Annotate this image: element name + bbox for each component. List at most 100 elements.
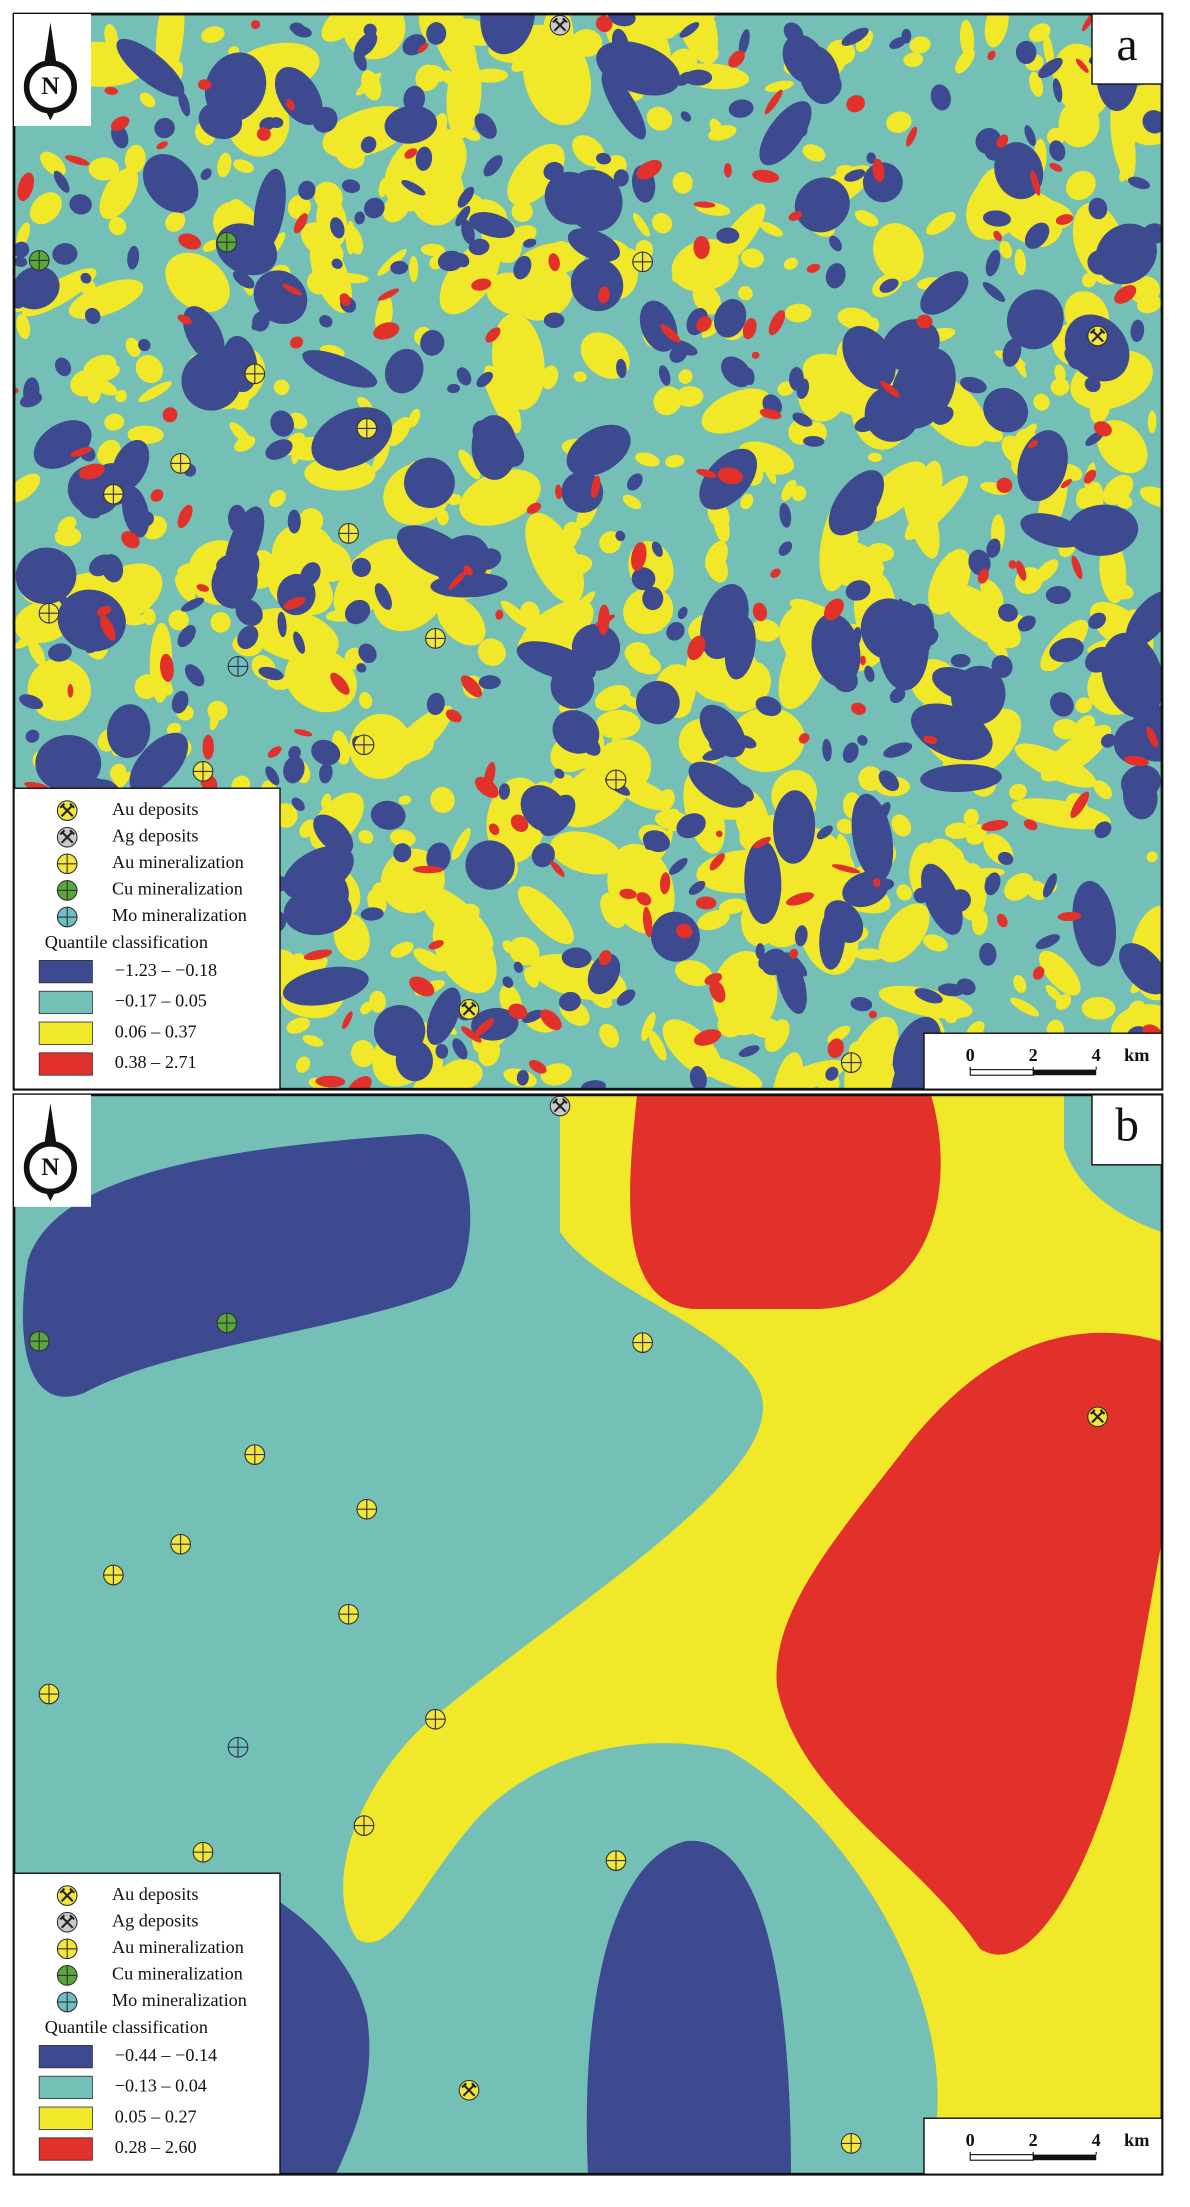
zone-patch [369, 990, 386, 1013]
zone-patch [478, 675, 501, 690]
zone-patch [811, 613, 861, 687]
zone-patch [525, 512, 584, 604]
zone-patch [979, 942, 997, 966]
scale-bar-white [969, 2154, 1034, 2161]
zone-polygon [630, 1094, 941, 1310]
zone-patch [960, 376, 987, 394]
zone-patch [798, 733, 810, 744]
zone-patch [296, 1056, 311, 1073]
zone-patch [182, 306, 225, 363]
zone-patch [377, 249, 407, 276]
zone-patch [704, 973, 723, 985]
zone-patch [965, 824, 987, 845]
zone-patch [794, 925, 808, 947]
symbol-hammers [59, 829, 75, 844]
zone-patch [364, 197, 385, 219]
zone-patch [676, 923, 693, 939]
zone-patch [642, 830, 670, 853]
symbol [356, 418, 378, 439]
zone-patch [461, 219, 475, 245]
zone-patch [155, 14, 185, 83]
symbol [56, 826, 78, 848]
zone-patch [287, 509, 301, 534]
zone-patch [484, 365, 522, 434]
zone-patch [693, 201, 716, 208]
zone-patch [522, 28, 592, 126]
zone-patch [738, 29, 750, 56]
zone-patch [1052, 718, 1079, 740]
zone-patch [286, 1017, 310, 1034]
zone-patch [517, 886, 574, 945]
zone-patch [878, 985, 973, 1019]
zone-patch [508, 1003, 528, 1020]
zone-patch [789, 598, 823, 616]
zone-patch [577, 732, 601, 756]
zone-patch [1075, 58, 1089, 73]
zone-patch [285, 647, 357, 713]
symbol-cross [425, 1709, 446, 1730]
symbol-cross [193, 761, 213, 782]
panel-label-box [1091, 1094, 1163, 1166]
symbol [244, 363, 266, 385]
symbol-cross [357, 418, 377, 439]
zone-patch [789, 948, 799, 959]
zone-patch [125, 337, 141, 357]
zone-patch [413, 948, 446, 972]
symbol [425, 1708, 446, 1730]
zone-patch [896, 884, 912, 901]
zone-patch [171, 690, 189, 714]
zone-patch [791, 485, 807, 502]
zone-patch [1094, 821, 1112, 839]
zone-patch [319, 314, 333, 328]
zone-patch [891, 814, 912, 837]
legend-swatch [38, 2137, 93, 2161]
legend-swatch [38, 2106, 93, 2130]
zone-patch [177, 504, 193, 529]
zone-patch [373, 1004, 426, 1057]
zone-patch [844, 169, 866, 182]
zone-patch [998, 851, 1014, 866]
zone-patch [1038, 57, 1063, 79]
zone-patch [626, 473, 643, 491]
zone-patch [675, 386, 704, 407]
zone-patch [783, 257, 798, 270]
symbol [605, 769, 627, 791]
zone-patch [247, 607, 339, 663]
zone-patch [531, 843, 555, 868]
symbol [458, 999, 480, 1020]
zone-patch [842, 742, 859, 763]
symbol [170, 1533, 191, 1555]
zone-patch [359, 692, 373, 709]
zone-patch [360, 136, 377, 154]
zone-patch [1083, 469, 1097, 484]
zone-patch [738, 286, 753, 301]
zone-patch [982, 210, 1011, 227]
zone-patch [127, 245, 140, 270]
zone-patch [764, 89, 783, 115]
scale-tick-label: 0 [966, 1045, 975, 1065]
symbol [353, 734, 375, 756]
zone-patch [993, 230, 1003, 242]
zone-patch [742, 317, 757, 340]
symbol [192, 761, 214, 782]
north-ring [23, 60, 77, 114]
zone-patch [339, 293, 351, 306]
zone-patch [889, 37, 907, 50]
symbol-hammers [461, 1001, 477, 1016]
zone-patch [88, 377, 118, 396]
zone-patch [267, 746, 282, 758]
zone-patch [642, 906, 653, 938]
zone-patch [699, 704, 746, 758]
zone-patch [1050, 378, 1070, 396]
zone-patch [528, 1060, 547, 1074]
zone-patch [932, 667, 986, 701]
zone-patch [672, 14, 718, 62]
zone-patch [69, 194, 92, 215]
zone-patch [746, 713, 769, 737]
zone-patch [360, 907, 384, 921]
zone-patch [792, 412, 813, 427]
scale-bar: 0 2 4 km [923, 2117, 1163, 2175]
zone-patch [520, 785, 568, 833]
zone-patch [68, 279, 144, 319]
symbol-cross [57, 907, 77, 927]
